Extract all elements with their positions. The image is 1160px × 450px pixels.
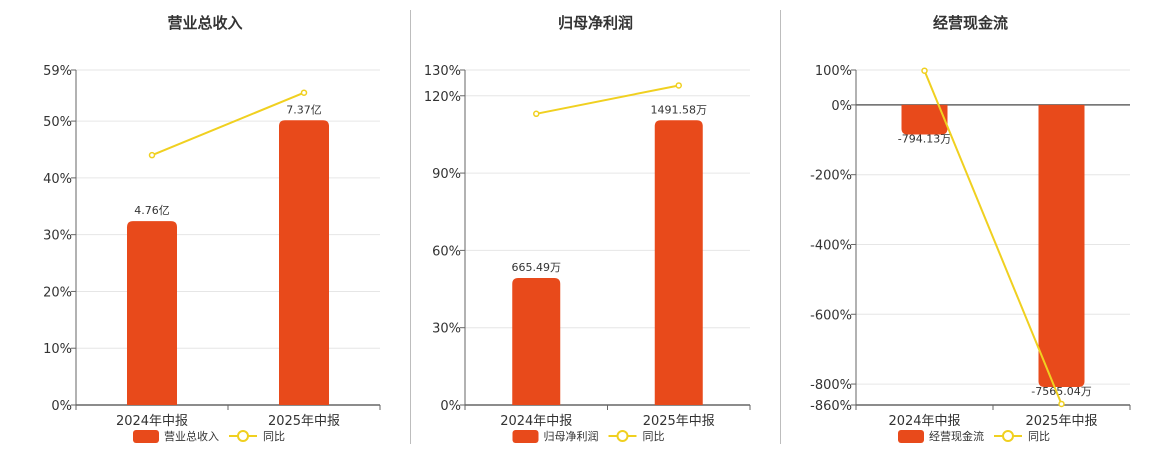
- y-tick-label: 90%: [432, 167, 461, 182]
- bar-value-label: -794.13万: [898, 133, 951, 146]
- bar: [512, 277, 561, 405]
- x-tick-label: 2025年中报: [643, 414, 715, 429]
- legend-label-line: 同比: [1028, 430, 1050, 443]
- y-tick-label: 59%: [43, 64, 72, 79]
- bar-value-label: 4.76亿: [134, 204, 170, 217]
- y-tick-label: 20%: [43, 285, 72, 300]
- y-tick-label: -860%: [810, 399, 852, 414]
- legend-label-line: 同比: [263, 430, 285, 443]
- bar-value-label: -7565.04万: [1031, 385, 1091, 398]
- legend-label-bar: 经营现金流: [929, 429, 984, 443]
- bar-value-label: 665.49万: [512, 261, 562, 274]
- y-tick-label: 30%: [432, 322, 461, 337]
- legend-swatch-bar: [898, 430, 924, 443]
- chart-title: 归母净利润: [557, 14, 633, 32]
- yoy-line: [536, 84, 679, 115]
- bar: [901, 104, 948, 135]
- yoy-point: [533, 110, 540, 118]
- y-tick-label: -800%: [810, 378, 852, 393]
- yoy-point: [300, 89, 308, 96]
- y-tick-label: -200%: [810, 169, 852, 184]
- chart-panel-revenue: 营业总收入 0% 10% 20% 30% 40% 50% 59% 2024年中报 2025年中报…: [0, 0, 410, 450]
- chart-title: 经营现金流: [932, 14, 1008, 32]
- x-tick-label: 2025年中报: [1025, 414, 1097, 429]
- y-tick-label: 120%: [424, 90, 461, 105]
- x-tick-label: 2024年中报: [888, 414, 960, 429]
- chart-svg: 0% 30% 60% 90% 120% 130% 2024年中报 2025年中报 665.49万…: [424, 64, 751, 443]
- legend-label-bar: 归母净利润: [544, 429, 599, 443]
- y-tick-label: 50%: [43, 115, 72, 130]
- chart-panel-cash-flow: 经营现金流 -860% -800% -600% -400% -200% 0% 100% 202…: [781, 0, 1160, 450]
- chart-panel-net-profit: 归母净利润 0% 30% 60% 90% 120% 130% 2024年中报 2025年中报 6…: [411, 0, 780, 450]
- y-tick-label: -600%: [810, 308, 852, 323]
- y-tick-label: 0%: [440, 399, 461, 414]
- y-tick-label: 100%: [815, 64, 852, 79]
- legend-label-bar: 营业总收入: [164, 429, 219, 443]
- yoy-point: [675, 82, 682, 89]
- legend-swatch-marker: [616, 430, 629, 442]
- y-tick-label: 60%: [432, 244, 461, 259]
- y-tick-label: 10%: [43, 342, 72, 357]
- y-tick-label: 0%: [831, 99, 852, 114]
- bar: [1038, 104, 1085, 387]
- legend-swatch-marker: [1002, 430, 1014, 442]
- panel-divider: [780, 10, 781, 444]
- legend-swatch-bar: [133, 430, 159, 443]
- yoy-point: [1058, 400, 1065, 408]
- bar: [654, 120, 703, 405]
- y-tick-label: 30%: [43, 229, 72, 244]
- bar: [279, 120, 329, 405]
- legend-swatch-marker: [237, 430, 249, 442]
- y-tick-label: -400%: [810, 238, 852, 253]
- y-tick-label: 0%: [51, 399, 72, 414]
- legend-label-line: 同比: [643, 430, 665, 443]
- yoy-line: [151, 91, 305, 157]
- chart-svg: 0% 10% 20% 30% 40% 50% 59% 2024年中报 2025年中报 4.76亿 7…: [43, 64, 381, 443]
- x-tick-label: 2024年中报: [500, 414, 572, 429]
- panel-divider: [410, 10, 411, 444]
- legend-swatch-bar: [512, 430, 539, 443]
- y-tick-label: 130%: [424, 64, 461, 79]
- yoy-line: [923, 70, 1063, 405]
- yoy-point: [921, 67, 928, 74]
- x-tick-label: 2025年中报: [268, 414, 340, 429]
- bar-value-label: 1491.58万: [651, 103, 708, 116]
- bar-value-label: 7.37亿: [286, 103, 322, 116]
- yoy-point: [148, 151, 156, 159]
- x-tick-label: 2024年中报: [116, 414, 188, 429]
- chart-svg: -860% -800% -600% -400% -200% 0% 100% 2024年中报 20…: [810, 64, 1131, 443]
- y-tick-label: 40%: [43, 172, 72, 187]
- chart-title: 营业总收入: [167, 14, 243, 32]
- bar: [127, 221, 177, 405]
